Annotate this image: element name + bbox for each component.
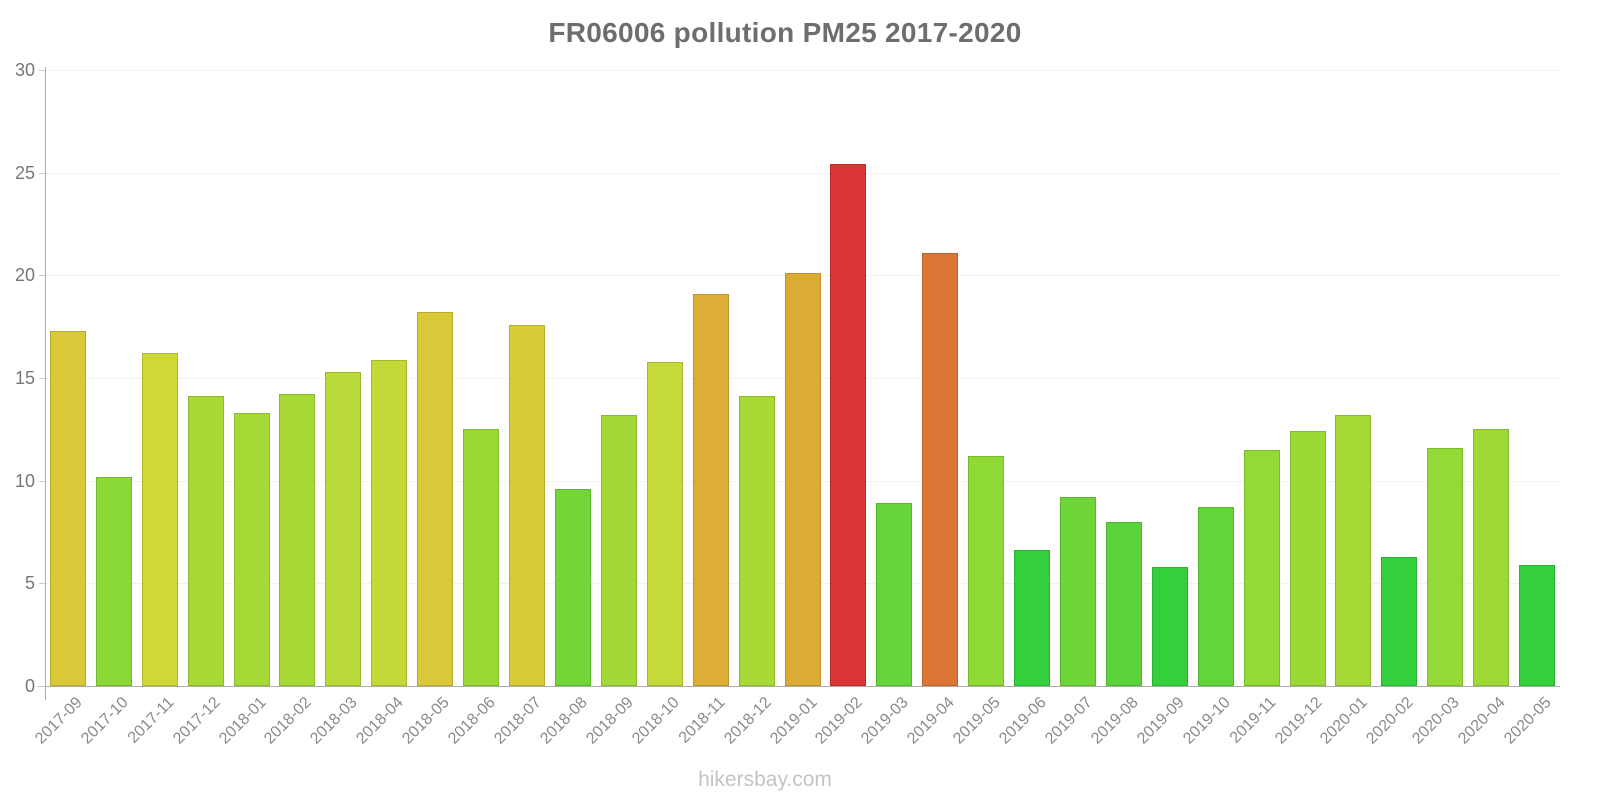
bar-2018-06: [463, 429, 499, 686]
bar-2017-12: [188, 396, 224, 686]
y-tick-25: [39, 173, 45, 174]
bar-2018-03: [325, 372, 361, 686]
gridline-y-25: [46, 173, 1560, 174]
chart-title: FR06006 pollution PM25 2017-2020: [548, 17, 1022, 48]
bar-2019-02: [830, 164, 866, 686]
y-tick-10: [39, 481, 45, 482]
bar-2020-02: [1381, 557, 1417, 686]
bar-2017-10: [96, 477, 132, 686]
bar-2020-05: [1519, 565, 1555, 686]
bar-2018-04: [371, 360, 407, 686]
y-axis-label-20: 20: [14, 265, 35, 285]
bar-2018-09: [601, 415, 637, 686]
bar-2019-08: [1106, 522, 1142, 686]
y-axis-label-15: 15: [14, 368, 35, 388]
y-tick-15: [39, 378, 45, 379]
watermark: hikersbay.com: [698, 768, 832, 791]
bar-2019-06: [1014, 550, 1050, 686]
x-label-wrap-2020-05: 2020-05: [1243, 694, 1555, 748]
bar-2019-04: [922, 253, 958, 686]
bar-2019-05: [968, 456, 1004, 686]
y-axis-label-30: 30: [14, 60, 35, 80]
x-axis-line: [38, 686, 1560, 687]
bar-2020-03: [1427, 448, 1463, 686]
bar-2018-08: [555, 489, 591, 686]
x-axis-label-2020-05: 2020-05: [1501, 694, 1556, 748]
y-axis-line: [45, 67, 46, 700]
bar-2018-11: [693, 294, 729, 686]
bar-2020-01: [1335, 415, 1371, 686]
bar-2018-01: [234, 413, 270, 686]
y-axis-label-0: 0: [24, 676, 35, 696]
y-axis-label-5: 5: [24, 573, 35, 593]
bar-2018-12: [739, 396, 775, 686]
y-tick-5: [39, 583, 45, 584]
y-tick-30: [39, 70, 45, 71]
y-tick-20: [39, 275, 45, 276]
bar-2018-10: [647, 362, 683, 686]
bar-2019-07: [1060, 497, 1096, 686]
bar-2017-09: [50, 331, 86, 686]
bar-2018-02: [279, 394, 315, 686]
y-axis-label-10: 10: [14, 471, 35, 491]
bar-2019-11: [1244, 450, 1280, 686]
bar-2019-10: [1198, 507, 1234, 686]
bar-2017-11: [142, 353, 178, 686]
bar-2020-04: [1473, 429, 1509, 686]
bar-2018-07: [509, 325, 545, 686]
bar-2019-03: [876, 503, 912, 686]
bar-2019-09: [1152, 567, 1188, 686]
bar-2019-01: [785, 273, 821, 686]
bar-2019-12: [1290, 431, 1326, 686]
gridline-y-30: [46, 70, 1560, 71]
y-axis-label-25: 25: [14, 163, 35, 183]
y-tick-0: [39, 686, 45, 687]
bar-2018-05: [417, 312, 453, 686]
